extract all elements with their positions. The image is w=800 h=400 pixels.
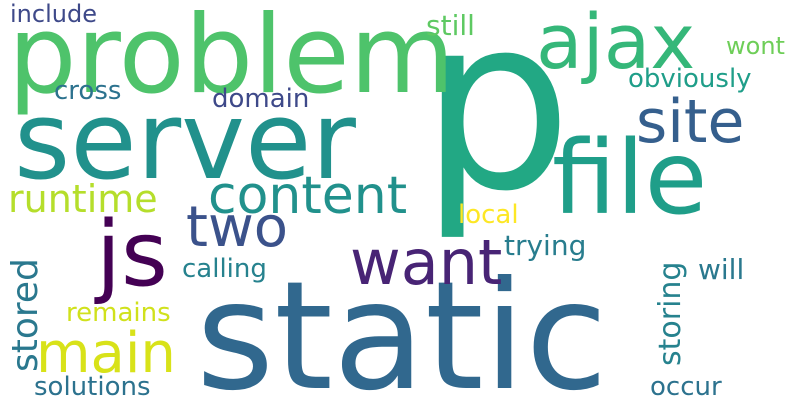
- word-trying: trying: [504, 229, 587, 262]
- word-problem: problem: [8, 0, 455, 118]
- word-main: main: [36, 321, 176, 386]
- word-will: will: [698, 253, 745, 286]
- word-local: local: [458, 200, 519, 230]
- word-site: site: [636, 87, 745, 157]
- word-domain: domain: [212, 84, 310, 114]
- word-js: js: [96, 202, 168, 307]
- word-file: file: [552, 119, 708, 238]
- word-calling: calling: [182, 254, 267, 284]
- word-content: content: [208, 166, 408, 226]
- word-runtime: runtime: [8, 177, 158, 221]
- word-ajax: ajax: [536, 0, 696, 86]
- word-storing: storing: [653, 261, 688, 366]
- word-static: static: [196, 250, 608, 400]
- word-include: include: [10, 0, 97, 28]
- word-want: want: [350, 226, 503, 299]
- word-still: still: [426, 9, 475, 42]
- word-cross: cross: [54, 76, 122, 106]
- word-obviously: obviously: [628, 64, 752, 94]
- word-remains: remains: [66, 298, 171, 328]
- word-wont: wont: [726, 32, 785, 60]
- word-server: server: [14, 79, 356, 204]
- word-p: p: [420, 0, 573, 244]
- word-solutions: solutions: [34, 372, 151, 400]
- word-occur: occur: [650, 372, 722, 400]
- word-stored: stored: [5, 258, 46, 372]
- word-two: two: [186, 195, 289, 260]
